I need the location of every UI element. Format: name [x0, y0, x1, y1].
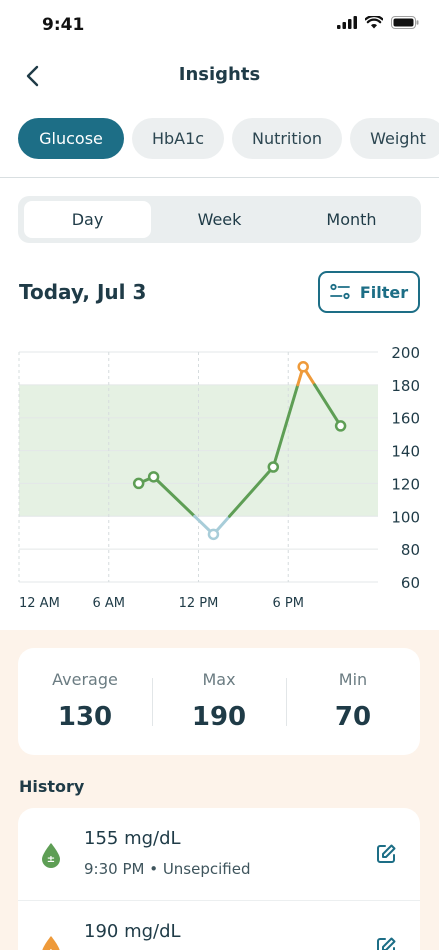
chip-hba1c[interactable]: HbA1c: [132, 118, 224, 159]
data-point: [267, 461, 280, 473]
filter-button[interactable]: Filter: [318, 271, 420, 313]
glucose-drop-icon: ±: [42, 843, 60, 868]
stat-divider: [286, 678, 287, 726]
edit-icon[interactable]: [374, 842, 398, 866]
glucose-drop-icon: ±: [42, 936, 60, 950]
signal-icon: [337, 16, 357, 29]
history-item[interactable]: ± 190 mg/dL: [18, 901, 420, 950]
period-segmented-control: Day Week Month: [18, 196, 421, 243]
data-point: [334, 420, 347, 432]
series-line: [271, 383, 300, 469]
top-panel: [0, 0, 439, 630]
tab-day[interactable]: Day: [24, 201, 151, 238]
stat-max-value: 190: [191, 702, 247, 732]
series-line: [228, 465, 275, 518]
stat-min: Min 70: [286, 648, 420, 755]
chip-glucose[interactable]: Glucose: [18, 118, 124, 159]
data-point: [207, 528, 220, 541]
chip-weight[interactable]: Weight: [350, 118, 439, 159]
filter-label: Filter: [359, 282, 409, 302]
tab-month[interactable]: Month: [326, 210, 377, 229]
y-tick-label: 100: [391, 508, 420, 526]
history-value: 190 mg/dL: [84, 921, 181, 942]
y-tick-label: 60: [401, 574, 420, 592]
stat-max: Max 190: [152, 648, 286, 755]
y-tick-label: 180: [391, 377, 420, 395]
x-tick-label: 12 AM: [19, 596, 60, 611]
metric-chips: Glucose HbA1c Nutrition Weight: [18, 118, 439, 159]
status-time: 9:41: [42, 15, 85, 35]
chip-nutrition[interactable]: Nutrition: [232, 118, 342, 159]
history-list: ± 155 mg/dL 9:30 PM • Unsepcified ± 190 …: [18, 808, 420, 950]
y-tick-label: 120: [391, 475, 420, 493]
history-separator: [18, 900, 420, 901]
stat-min-label: Min: [338, 670, 368, 689]
history-title: History: [19, 777, 85, 796]
y-tick-label: 200: [391, 344, 420, 362]
x-tick-label: 12 PM: [179, 596, 219, 611]
x-tick-label: 6 PM: [273, 596, 304, 611]
stats-card: Average 130 Max 190 Min 70: [18, 648, 420, 755]
data-point: [147, 471, 160, 483]
glucose-chart: 200 180 160 140 120 100 80 60 12 AM 6 AM 12 PM 6 PM: [18, 344, 420, 611]
status-icons: [337, 16, 419, 29]
y-tick-label: 80: [401, 541, 420, 559]
page-title: Insights: [178, 64, 261, 85]
tab-week[interactable]: Week: [197, 210, 242, 229]
y-tick-label: 140: [391, 443, 420, 461]
status-bar: 9:41: [0, 0, 439, 52]
back-chevron-icon[interactable]: [20, 62, 48, 90]
divider: [0, 177, 439, 178]
history-value: 155 mg/dL: [84, 828, 181, 849]
svg-text:±: ±: [47, 854, 55, 865]
stat-divider: [152, 678, 153, 726]
sliders-icon: [329, 283, 350, 300]
header: Insights: [0, 52, 439, 98]
stat-average-label: Average: [52, 670, 118, 689]
stat-average-value: 130: [57, 702, 113, 732]
battery-icon: [391, 16, 419, 29]
stat-max-label: Max: [202, 670, 236, 689]
series-line: [152, 475, 197, 518]
y-tick-label: 160: [391, 410, 420, 428]
history-item[interactable]: ± 155 mg/dL 9:30 PM • Unsepcified: [18, 808, 420, 900]
data-point: [297, 361, 309, 373]
x-tick-label: 6 AM: [92, 596, 125, 611]
data-point: [132, 477, 145, 490]
series-line: [313, 383, 343, 428]
stat-min-value: 70: [334, 702, 372, 732]
svg-text:±: ±: [47, 947, 55, 950]
date-label: Today, Jul 3: [19, 280, 147, 304]
history-meta: 9:30 PM • Unsepcified: [84, 860, 251, 878]
wifi-icon: [365, 16, 383, 29]
edit-icon[interactable]: [374, 935, 398, 950]
stat-average: Average 130: [18, 648, 152, 755]
